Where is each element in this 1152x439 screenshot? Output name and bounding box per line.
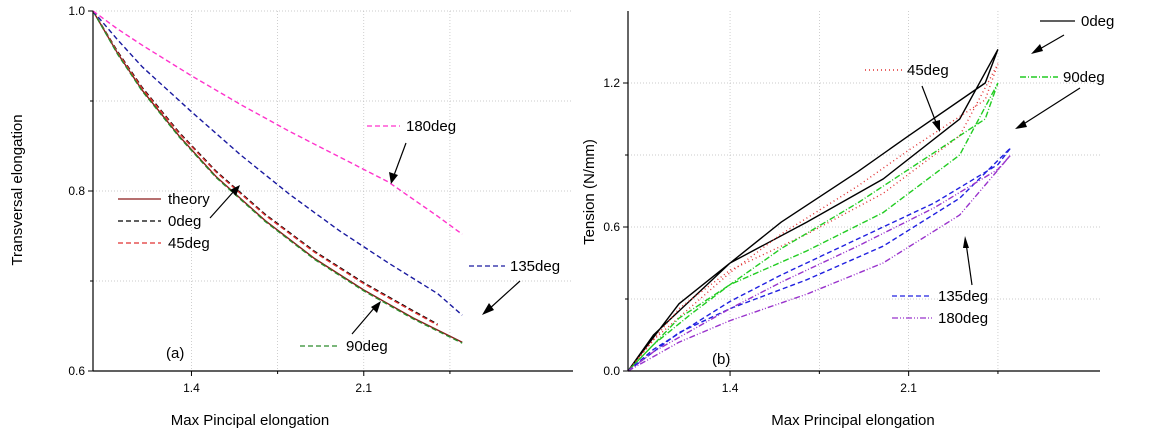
annotation-arrow-90deg: [351, 306, 376, 335]
panel-b-xlabel: Max Principal elongation: [771, 412, 934, 429]
annotation-label-135deg: 135deg: [510, 258, 560, 275]
panel-a-annotations: 180deg 135deg 90deg: [209, 118, 560, 355]
arrowhead-135deg: [482, 303, 494, 315]
annotation-label-180deg: 180deg: [406, 118, 456, 135]
y-tick-label: 0.8: [68, 184, 85, 198]
annotation-label-45deg: 45deg: [907, 62, 949, 79]
annotation-arrow-135deg-b: [965, 242, 973, 286]
panel-b: 1.4 2.1 0.0 0.6 1.2: [603, 11, 1100, 395]
legend-label-0deg: 0deg: [168, 213, 201, 230]
legend-label-theory: theory: [168, 191, 210, 208]
annotation-arrow-135deg: [487, 280, 521, 311]
arrowhead-90deg-b: [1015, 120, 1027, 129]
panel-a-xlabel: Max Pincipal elongation: [171, 412, 329, 429]
series-line-135deg: [627, 147, 1012, 372]
annotation-label-180deg-b: 180deg: [938, 310, 988, 327]
annotation-arrow-90deg-b: [1021, 87, 1081, 126]
arrowhead-theory: [230, 185, 240, 196]
y-tick-label: 1.2: [603, 76, 620, 90]
x-tick-label: 2.1: [355, 381, 372, 395]
legend-label-45deg: 45deg: [168, 235, 210, 252]
panel-b-ylabel: Tension (N/mm): [581, 139, 598, 245]
panel-b-annotations: 0deg 45deg 90deg 135deg 180deg: [865, 13, 1114, 327]
annotation-label-90deg-b: 90deg: [1063, 69, 1105, 86]
x-tick-label: 1.4: [722, 381, 739, 395]
series-line-45deg: [92, 10, 438, 326]
annotation-arrow-theory: [209, 189, 236, 219]
x-tick-label: 1.4: [183, 381, 200, 395]
series-line-45deg: [627, 63, 999, 372]
y-tick-label: 1.0: [68, 4, 85, 18]
arrowhead-90deg: [371, 301, 381, 313]
annotation-arrow-180deg: [392, 142, 407, 179]
panel-a-ylabel: Transversal elongation: [9, 114, 26, 265]
panel-a: 1.4 2.1 0.6 0.8 1.0: [68, 4, 573, 395]
series-line-180deg: [627, 154, 1012, 372]
arrowhead-0deg: [1031, 44, 1043, 54]
series-line-0deg: [92, 10, 438, 325]
x-tick-label: 2.1: [900, 381, 917, 395]
series-line-135deg: [92, 10, 463, 316]
arrowhead-180deg: [389, 172, 398, 184]
annotation-label-135deg-b: 135deg: [938, 288, 988, 305]
y-tick-label: 0.6: [603, 220, 620, 234]
series-line-90deg: [627, 82, 999, 372]
arrowhead-135deg-b: [963, 236, 969, 248]
annotation-label-0deg: 0deg: [1081, 13, 1114, 30]
series-line-90deg: [92, 10, 463, 344]
y-tick-label: 0.6: [68, 364, 85, 378]
annotation-label-90deg: 90deg: [346, 338, 388, 355]
panel-b-label: (b): [712, 351, 730, 368]
annotation-arrow-0deg: [1037, 34, 1065, 51]
arrowhead-45deg: [932, 120, 940, 132]
panel-a-label: (a): [166, 345, 184, 362]
annotation-arrow-45deg: [921, 85, 938, 126]
panel-a-legend: theory 0deg 45deg: [118, 191, 210, 252]
y-tick-label: 0.0: [603, 364, 620, 378]
series-line-180deg: [92, 10, 463, 235]
series-line-0deg: [627, 49, 999, 372]
